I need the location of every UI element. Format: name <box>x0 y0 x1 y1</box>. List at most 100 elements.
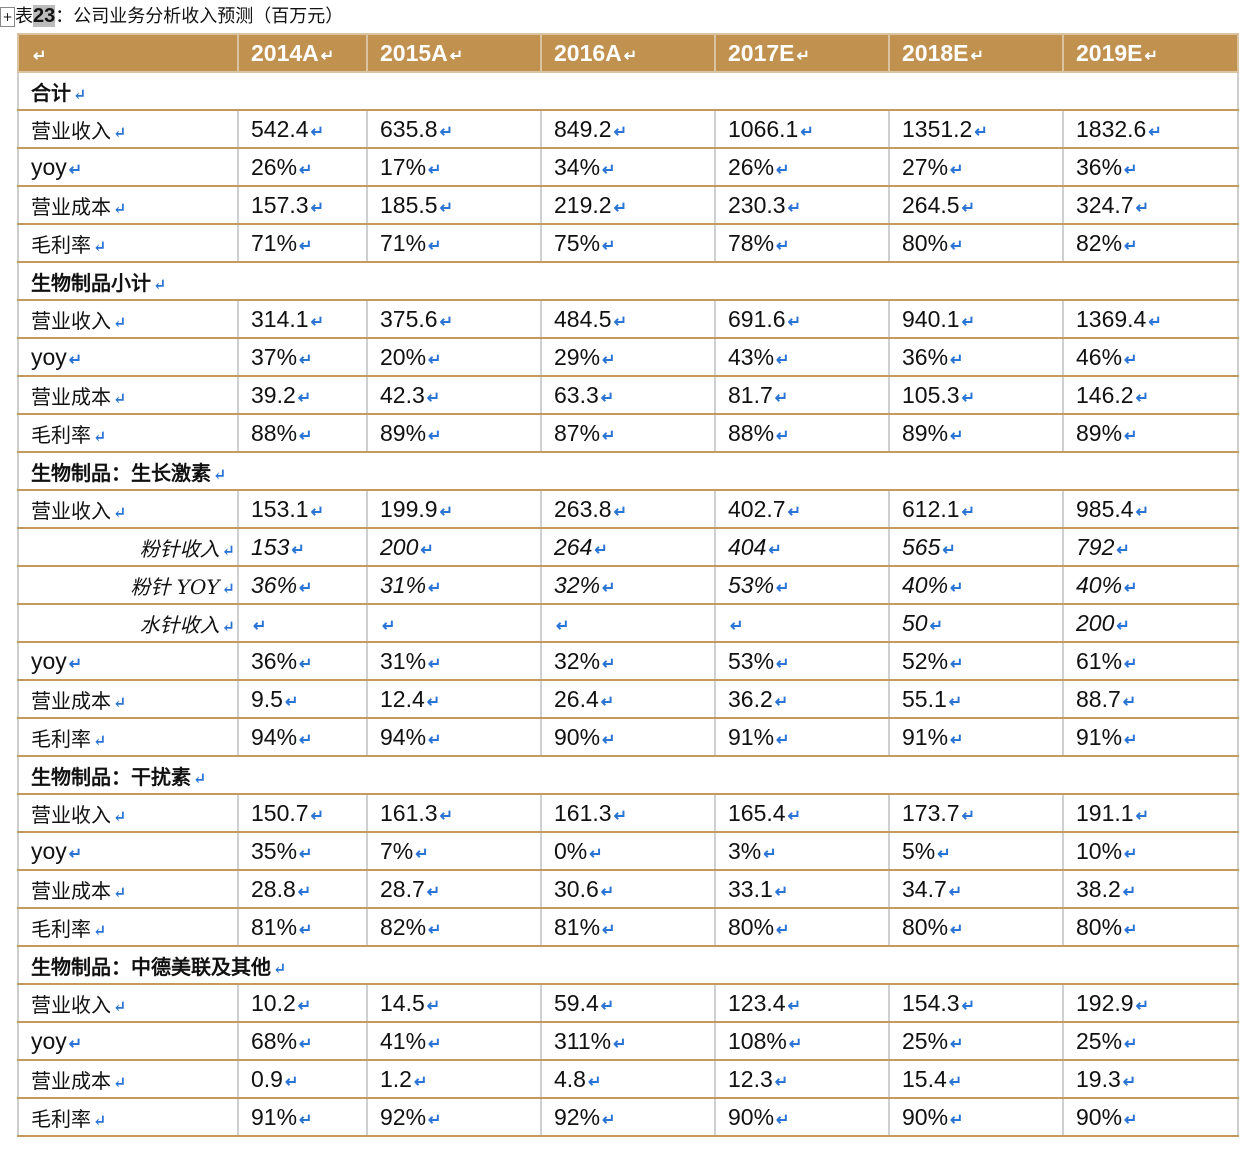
value-cell[interactable]: 5% ↵ <box>888 831 1064 871</box>
value-cell[interactable]: 199.9 ↵ <box>366 489 542 529</box>
value-cell[interactable]: 27% ↵ <box>888 147 1064 187</box>
value-cell[interactable]: 29% ↵ <box>540 337 716 377</box>
value-cell[interactable]: 41% ↵ <box>366 1021 542 1061</box>
value-cell[interactable]: 849.2 ↵ <box>540 109 716 149</box>
value-cell[interactable]: 31% ↵ <box>366 565 542 605</box>
value-cell[interactable]: 89% ↵ <box>366 413 542 453</box>
value-cell[interactable]: 1.2 ↵ <box>366 1059 542 1099</box>
value-cell[interactable]: 81% ↵ <box>540 907 716 947</box>
value-cell[interactable]: 985.4 ↵ <box>1062 489 1239 529</box>
value-cell[interactable]: 53% ↵ <box>714 565 890 605</box>
header-cell-2014A[interactable]: 2014A ↵ <box>237 33 368 73</box>
value-cell[interactable]: 565 ↵ <box>888 527 1064 567</box>
value-cell[interactable]: 940.1 ↵ <box>888 299 1064 339</box>
value-cell[interactable]: 91% ↵ <box>714 717 890 757</box>
value-cell[interactable]: 89% ↵ <box>1062 413 1239 453</box>
value-cell[interactable]: 14.5 ↵ <box>366 983 542 1023</box>
header-cell-2016A[interactable]: 2016A ↵ <box>540 33 716 73</box>
section-label[interactable]: 生物制品小计 ↵ <box>17 261 1239 301</box>
value-cell[interactable]: 43% ↵ <box>714 337 890 377</box>
value-cell[interactable]: 36% ↵ <box>888 337 1064 377</box>
row-label[interactable]: 营业成本 ↵ <box>17 679 239 719</box>
row-label[interactable]: 营业成本 ↵ <box>17 185 239 225</box>
section-label[interactable]: 生物制品：干扰素 ↵ <box>17 755 1239 795</box>
value-cell[interactable]: 36% ↵ <box>1062 147 1239 187</box>
value-cell[interactable]: 150.7 ↵ <box>237 793 368 833</box>
value-cell[interactable]: 17% ↵ <box>366 147 542 187</box>
header-cell-2015A[interactable]: 2015A ↵ <box>366 33 542 73</box>
value-cell[interactable]: 91% ↵ <box>888 717 1064 757</box>
value-cell[interactable]: 9.5 ↵ <box>237 679 368 719</box>
value-cell[interactable]: 68% ↵ <box>237 1021 368 1061</box>
value-cell[interactable]: 35% ↵ <box>237 831 368 871</box>
row-label[interactable]: 粉针 YOY ↵ <box>17 565 239 605</box>
value-cell[interactable]: 1832.6 ↵ <box>1062 109 1239 149</box>
value-cell[interactable]: 80% ↵ <box>888 907 1064 947</box>
value-cell[interactable]: 32% ↵ <box>540 641 716 681</box>
value-cell[interactable]: 192.9 ↵ <box>1062 983 1239 1023</box>
value-cell[interactable]: 402.7 ↵ <box>714 489 890 529</box>
value-cell[interactable]: 314.1 ↵ <box>237 299 368 339</box>
value-cell[interactable]: 92% ↵ <box>540 1097 716 1137</box>
value-cell[interactable]: 157.3 ↵ <box>237 185 368 225</box>
value-cell[interactable]: ↵ <box>714 603 890 643</box>
value-cell[interactable]: 792 ↵ <box>1062 527 1239 567</box>
value-cell[interactable]: 691.6 ↵ <box>714 299 890 339</box>
value-cell[interactable]: 161.3 ↵ <box>540 793 716 833</box>
value-cell[interactable]: 88% ↵ <box>714 413 890 453</box>
row-label[interactable]: yoy ↵ <box>17 337 239 377</box>
value-cell[interactable]: 59.4 ↵ <box>540 983 716 1023</box>
header-cell-2018E[interactable]: 2018E ↵ <box>888 33 1064 73</box>
value-cell[interactable]: 153.1 ↵ <box>237 489 368 529</box>
value-cell[interactable]: 42.3 ↵ <box>366 375 542 415</box>
value-cell[interactable]: 200 ↵ <box>366 527 542 567</box>
value-cell[interactable]: 20% ↵ <box>366 337 542 377</box>
value-cell[interactable]: 542.4 ↵ <box>237 109 368 149</box>
table-move-handle-icon[interactable]: + <box>0 7 15 27</box>
section-label[interactable]: 生物制品：中德美联及其他 ↵ <box>17 945 1239 985</box>
value-cell[interactable]: 34% ↵ <box>540 147 716 187</box>
value-cell[interactable]: 34.7 ↵ <box>888 869 1064 909</box>
value-cell[interactable]: 90% ↵ <box>540 717 716 757</box>
value-cell[interactable]: 484.5 ↵ <box>540 299 716 339</box>
value-cell[interactable]: 200 ↵ <box>1062 603 1239 643</box>
value-cell[interactable]: 78% ↵ <box>714 223 890 263</box>
value-cell[interactable]: 55.1 ↵ <box>888 679 1064 719</box>
value-cell[interactable]: 26% ↵ <box>237 147 368 187</box>
value-cell[interactable]: 404 ↵ <box>714 527 890 567</box>
value-cell[interactable]: 324.7 ↵ <box>1062 185 1239 225</box>
value-cell[interactable]: 40% ↵ <box>888 565 1064 605</box>
value-cell[interactable]: 87% ↵ <box>540 413 716 453</box>
row-label[interactable]: 营业成本 ↵ <box>17 375 239 415</box>
value-cell[interactable]: 7% ↵ <box>366 831 542 871</box>
value-cell[interactable]: 185.5 ↵ <box>366 185 542 225</box>
header-cell-2019E[interactable]: 2019E ↵ <box>1062 33 1239 73</box>
value-cell[interactable]: ↵ <box>366 603 542 643</box>
value-cell[interactable]: 0% ↵ <box>540 831 716 871</box>
value-cell[interactable]: 31% ↵ <box>366 641 542 681</box>
header-cell-2017E[interactable]: 2017E ↵ <box>714 33 890 73</box>
value-cell[interactable]: 94% ↵ <box>237 717 368 757</box>
row-label[interactable]: 营业收入 ↵ <box>17 793 239 833</box>
value-cell[interactable]: 15.4 ↵ <box>888 1059 1064 1099</box>
value-cell[interactable]: 264 ↵ <box>540 527 716 567</box>
value-cell[interactable]: 12.3 ↵ <box>714 1059 890 1099</box>
value-cell[interactable]: 264.5 ↵ <box>888 185 1064 225</box>
row-label[interactable]: 营业收入 ↵ <box>17 983 239 1023</box>
value-cell[interactable]: 191.1 ↵ <box>1062 793 1239 833</box>
value-cell[interactable]: 161.3 ↵ <box>366 793 542 833</box>
value-cell[interactable]: 40% ↵ <box>1062 565 1239 605</box>
value-cell[interactable]: 90% ↵ <box>714 1097 890 1137</box>
value-cell[interactable]: 52% ↵ <box>888 641 1064 681</box>
value-cell[interactable]: 108% ↵ <box>714 1021 890 1061</box>
value-cell[interactable]: 94% ↵ <box>366 717 542 757</box>
row-label[interactable]: yoy ↵ <box>17 1021 239 1061</box>
row-label[interactable]: yoy ↵ <box>17 831 239 871</box>
value-cell[interactable]: 26.4 ↵ <box>540 679 716 719</box>
value-cell[interactable]: 71% ↵ <box>366 223 542 263</box>
row-label[interactable]: 营业成本 ↵ <box>17 869 239 909</box>
value-cell[interactable]: 90% ↵ <box>1062 1097 1239 1137</box>
value-cell[interactable]: 165.4 ↵ <box>714 793 890 833</box>
value-cell[interactable]: 146.2 ↵ <box>1062 375 1239 415</box>
value-cell[interactable]: 91% ↵ <box>237 1097 368 1137</box>
